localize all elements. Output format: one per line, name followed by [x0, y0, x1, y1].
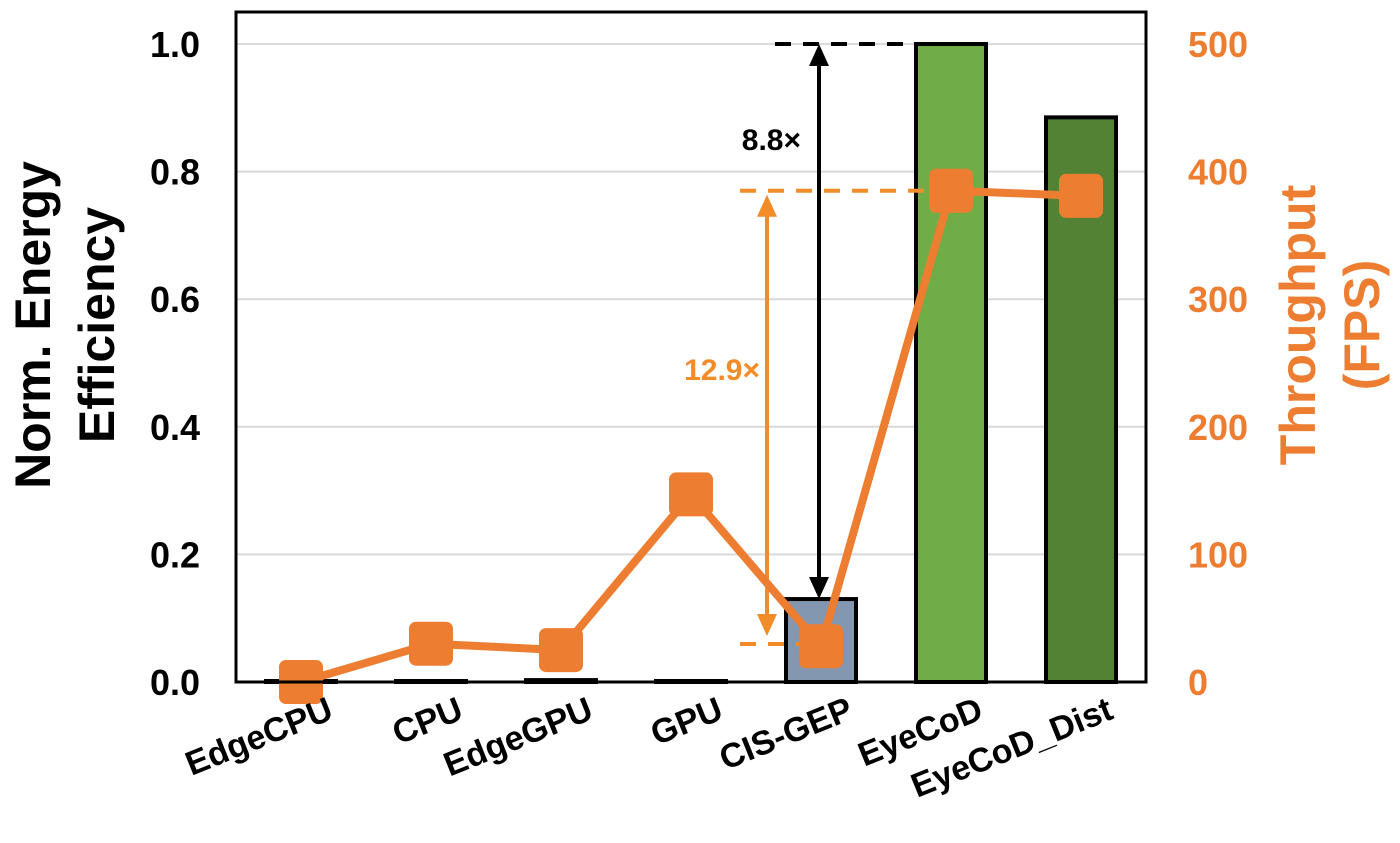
right-tick-label: 400 — [1188, 152, 1248, 193]
axis-title-line: Efficiency — [69, 207, 125, 443]
annotation-efficiency-gain: 8.8× — [742, 124, 801, 157]
right-tick-label: 100 — [1188, 534, 1248, 575]
throughput-marker-CPU — [409, 621, 453, 666]
right-axis-ticks: 0 100 200 300 400 500 — [1188, 24, 1248, 703]
arrow-head-top-throughput — [757, 194, 777, 217]
right-tick-label: 0 — [1188, 662, 1208, 703]
right-tick-label: 500 — [1188, 24, 1248, 65]
right-tick-label: 300 — [1188, 279, 1248, 320]
bar-EyeCoD — [914, 42, 988, 684]
left-tick-label: 0.2 — [150, 534, 200, 575]
plot-frame — [234, 10, 1148, 684]
left-tick-label: 0.8 — [150, 152, 200, 193]
throughput-marker-GPU — [669, 472, 713, 517]
left-tick-label: 0.4 — [150, 407, 200, 448]
right-tick-label: 200 — [1188, 407, 1248, 448]
axis-title-line: Norm. Energy — [5, 161, 61, 489]
category-label: CIS-GEP — [714, 690, 858, 778]
arrow-head-bottom-efficiency — [809, 577, 829, 600]
left-tick-label: 0.0 — [150, 662, 200, 703]
arrow-head-bottom-throughput — [757, 614, 777, 636]
left-tick-label: 0.6 — [150, 279, 200, 320]
left-tick-label: 1.0 — [150, 24, 200, 65]
axis-title-line: (FPS) — [1334, 260, 1390, 391]
throughput-line — [279, 168, 1103, 704]
category-label: EdgeCPU — [180, 690, 338, 783]
throughput-marker-EyeCoD — [929, 168, 973, 213]
annotations: 8.8× 12.9× — [684, 42, 940, 646]
left-axis-title: Norm. Energy Efficiency — [5, 161, 125, 489]
axis-title-line: Throughput — [1270, 184, 1326, 465]
throughput-marker-EyeCoD_Dist — [1059, 173, 1103, 218]
throughput-marker-CIS-GEP — [799, 624, 843, 669]
right-axis-title: Throughput (FPS) — [1270, 184, 1390, 465]
annotation-throughput-gain: 12.9× — [684, 354, 760, 387]
gridlines — [236, 43, 1146, 556]
category-label: EdgeGPU — [438, 690, 598, 784]
left-axis-ticks: 0.0 0.2 0.4 0.6 0.8 1.0 — [150, 24, 200, 703]
arrow-head-top-efficiency — [809, 44, 829, 66]
throughput-marker-EdgeGPU — [539, 628, 583, 673]
